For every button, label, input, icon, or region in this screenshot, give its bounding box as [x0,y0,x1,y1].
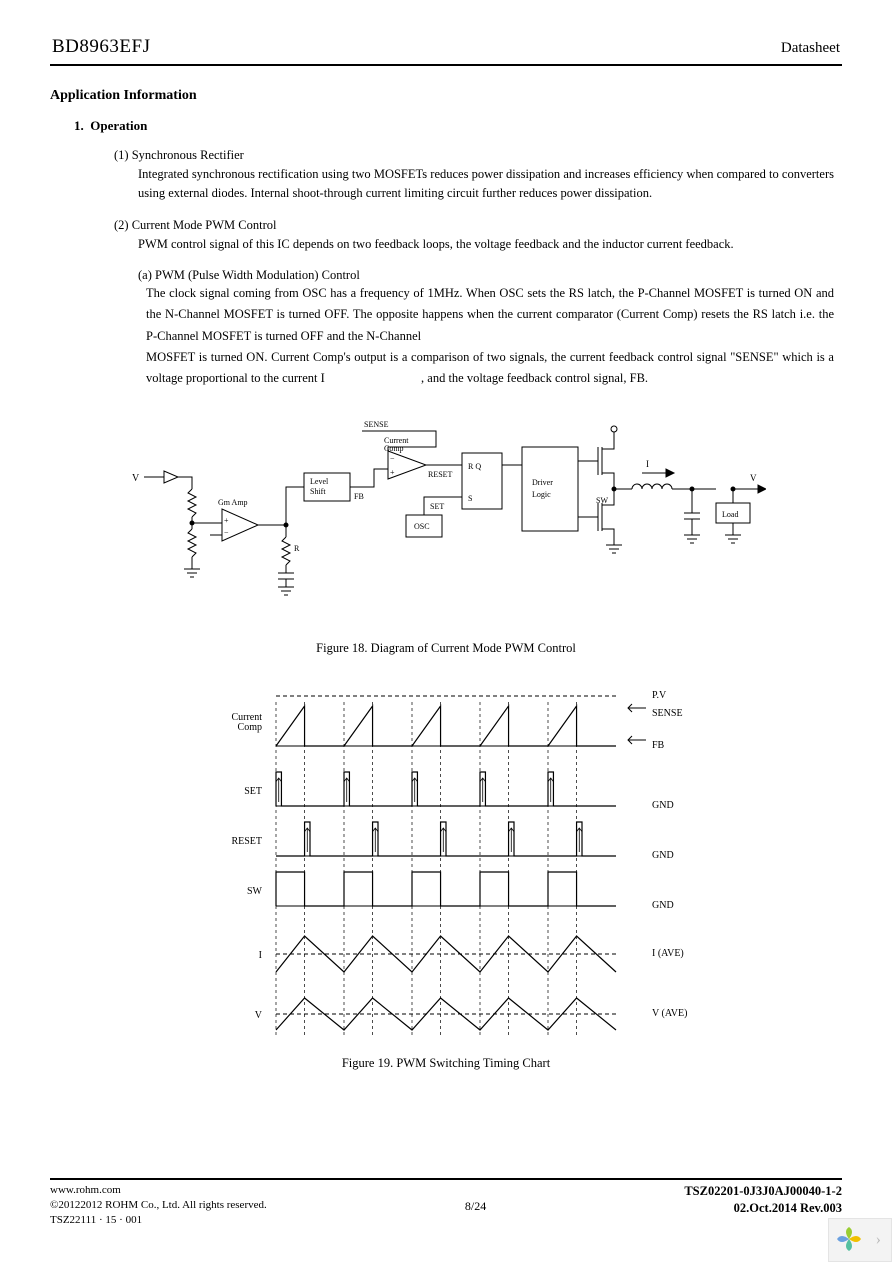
svg-text:V (AVE): V (AVE) [652,1009,687,1020]
footer-copyright: ©20122012 ROHM Co., Ltd. All rights rese… [50,1198,267,1213]
label-s: S [468,494,472,503]
label-osc: OSC [414,522,430,531]
label-level1: Level [310,477,329,486]
para2-body: PWM control signal of this IC depends on… [138,235,834,254]
footer-date-rev: 02.Oct.2014 Rev.003 [684,1200,842,1217]
subsection-title: 1. Operation [74,118,842,134]
svg-text:SW: SW [247,886,263,897]
label-reset: RESET [428,470,453,479]
svg-text:SENSE: SENSE [652,708,683,719]
footer-rule [50,1178,842,1180]
footer-code-left: TSZ22111 · 15 · 001 [50,1213,267,1228]
pinwheel-icon [835,1225,863,1253]
label-load: Load [722,510,738,519]
para2-num: (2) [114,218,129,232]
para2a-num: (a) [138,268,152,282]
label-gm-amp: Gm Amp [218,498,248,507]
nav-chip[interactable]: › [828,1218,892,1262]
para2a-title: PWM (Pulse Width Modulation) Control [155,268,360,282]
figure-19-caption: Figure 19. PWM Switching Timing Chart [50,1056,842,1071]
para2a-body1: The clock signal coming from OSC has a f… [146,283,834,347]
para2a-head: (a) PWM (Pulse Width Modulation) Control [138,268,842,283]
label-sense: SENSE [364,420,389,429]
para2a-body2b: , and the voltage feedback control signa… [421,371,648,385]
svg-text:I: I [259,950,262,961]
footer-page: 8/24 [465,1198,486,1214]
svg-text:−: − [224,528,229,537]
svg-text:GND: GND [652,850,674,861]
svg-text:GND: GND [652,800,674,811]
para2-title: Current Mode PWM Control [132,218,277,232]
chevron-right-icon: › [876,1231,881,1249]
page: BD8963EFJ Datasheet Application Informat… [0,0,892,1262]
svg-text:+: + [224,516,229,525]
page-header: BD8963EFJ Datasheet [50,36,842,62]
figure-18-caption: Figure 18. Diagram of Current Mode PWM C… [50,641,842,656]
svg-text:P.V: P.V [652,690,667,701]
footer-left: www.rohm.com ©20122012 ROHM Co., Ltd. Al… [50,1183,267,1228]
label-il: I [646,459,649,469]
part-number: BD8963EFJ [52,36,150,58]
label-drv2: Logic [532,490,551,499]
svg-text:FB: FB [652,740,665,751]
svg-text:GND: GND [652,900,674,911]
para2a-body2: MOSFET is turned ON. Current Comp's outp… [146,347,834,390]
item-number: 1. [74,118,84,133]
para1-title: Synchronous Rectifier [132,148,244,162]
label-r: R [294,544,300,553]
timing-chart-svg: CurrentCompSETRESETSWIVP.VSENSEFBGNDGNDG… [186,682,706,1042]
item-title: Operation [90,118,147,133]
svg-text:RESET: RESET [231,836,262,847]
label-cc2: Comp [384,444,404,453]
figure-18-diagram: V + − Gm Amp [50,417,842,627]
doc-type: Datasheet [781,40,840,57]
svg-text:+: + [390,468,395,477]
para1-body: Integrated synchronous rectification usi… [138,165,834,204]
label-drv1: Driver [532,478,553,487]
para1-num: (1) [114,148,129,162]
label-vout: V [750,473,757,483]
footer-code-right: TSZ02201-0J3J0AJ00040-1-2 [684,1183,842,1200]
label-rq: R Q [468,462,481,471]
svg-text:V: V [255,1010,263,1021]
svg-text:I (AVE): I (AVE) [652,949,684,960]
label-set: SET [430,502,444,511]
svg-text:Comp: Comp [238,722,262,733]
section-title: Application Information [50,88,842,104]
svg-text:−: − [390,454,395,463]
label-fb: FB [354,492,364,501]
footer-url: www.rohm.com [50,1183,267,1198]
svg-text:SET: SET [244,786,262,797]
figure-19-timing: CurrentCompSETRESETSWIVP.VSENSEFBGNDGNDG… [50,682,842,1042]
block-diagram-svg: V + − Gm Amp [126,417,766,627]
para2-head: (2) Current Mode PWM Control [114,218,842,233]
label-level2: Shift [310,487,326,496]
label-vin: V [132,473,140,484]
footer-right: TSZ02201-0J3J0AJ00040-1-2 02.Oct.2014 Re… [684,1183,842,1228]
header-rule [50,64,842,66]
page-footer: www.rohm.com ©20122012 ROHM Co., Ltd. Al… [50,1178,842,1228]
para1-head: (1) Synchronous Rectifier [114,148,842,163]
